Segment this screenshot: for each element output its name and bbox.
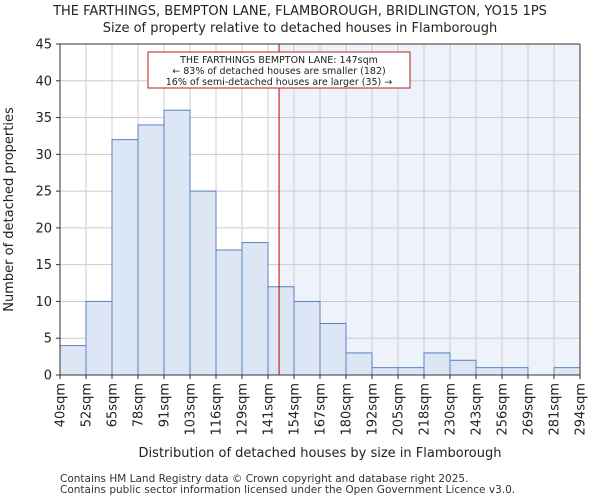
chart-subtitle: Size of property relative to detached ho… [102,21,498,36]
x-tick-label: 52sqm [80,383,95,427]
x-tick-label: 205sqm [392,383,407,436]
annotation-text-line-2: ← 83% of detached houses are smaller (18… [172,66,385,77]
bar [423,352,451,376]
bar [319,323,347,376]
bar [501,367,529,376]
x-tick-label: 180sqm [340,383,355,436]
bar [59,345,87,376]
annotation-text-line-1: THE FARTHINGS BEMPTON LANE: 147sqm [179,55,378,66]
x-tick-label: 141sqm [262,383,277,436]
bar [475,367,503,376]
bar [553,367,581,376]
bar [215,249,243,376]
x-tick-label: 40sqm [54,383,69,427]
bar [137,124,165,376]
bar [85,300,113,376]
bar [189,190,217,376]
x-tick-label: 167sqm [314,383,329,436]
x-tick-label: 230sqm [444,383,459,436]
bar [293,300,321,376]
x-tick-label: 269sqm [522,383,537,436]
bar [371,367,399,376]
bar [449,359,477,376]
bar [397,367,425,376]
bar [163,109,191,376]
bar [241,242,269,376]
x-tick-label: 78sqm [132,383,147,427]
bar [345,352,373,376]
bar [267,286,295,376]
x-tick-label: 218sqm [418,383,433,436]
y-tick-label: 25 [35,185,52,200]
x-tick-label: 91sqm [158,383,173,427]
y-tick-label: 45 [35,38,52,53]
y-tick-label: 30 [35,148,52,163]
x-tick-label: 116sqm [210,383,225,436]
x-tick-label: 154sqm [288,383,303,436]
footer-line-2: Contains public sector information licen… [60,484,516,496]
x-tick-label: 243sqm [470,383,485,436]
annotation-box [147,51,411,89]
annotation-text-line-3: 16% of semi-detached houses are larger (… [166,77,393,88]
y-tick-label: 20 [35,221,52,236]
bar [111,139,139,376]
x-tick-label: 129sqm [236,383,251,436]
highlight-region [279,44,580,375]
footer-line-1: Contains HM Land Registry data © Crown c… [60,473,469,485]
y-tick-label: 0 [44,369,52,384]
y-tick-label: 35 [35,111,52,126]
x-tick-label: 103sqm [184,383,199,436]
x-tick-label: 281sqm [548,383,563,436]
chart-title: THE FARTHINGS, BEMPTON LANE, FLAMBOROUGH… [53,4,547,19]
x-tick-label: 65sqm [106,383,121,427]
x-axis-label: Distribution of detached houses by size … [139,446,502,461]
y-tick-label: 15 [35,258,52,273]
x-tick-label: 256sqm [496,383,511,436]
y-tick-label: 40 [35,74,52,89]
y-tick-label: 10 [35,295,52,310]
x-tick-label: 192sqm [366,383,381,436]
y-axis-label: Number of detached properties [2,107,17,312]
x-tick-label: 294sqm [574,383,589,436]
y-tick-label: 5 [44,332,52,347]
